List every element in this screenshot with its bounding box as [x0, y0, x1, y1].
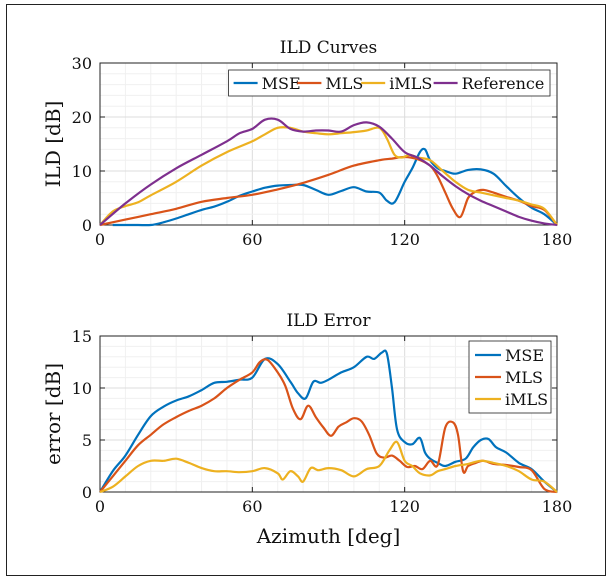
- y-tick-label: 10: [72, 162, 92, 181]
- legend-label-mls: MLS: [505, 368, 543, 387]
- x-tick-label: 60: [242, 230, 262, 249]
- x-tick-label: 60: [242, 497, 262, 516]
- axes-box: [99, 335, 558, 493]
- y-tick-label: 0: [82, 483, 92, 502]
- y-tick-label: 20: [72, 108, 92, 127]
- series-line-mls: [99, 155, 558, 227]
- axes-box: [99, 62, 558, 226]
- x-tick-labels: 0 60 120 180: [95, 63, 572, 249]
- y-tick-label: 5: [82, 431, 92, 450]
- legend-label-mse: MSE: [505, 346, 544, 365]
- x-tick-label: 0: [95, 497, 105, 516]
- y-tick-labels: 0 5 10 15: [72, 327, 557, 502]
- legend: MSE MLS iMLS Reference: [228, 69, 551, 97]
- y-axis-label: ILD [dB]: [41, 101, 65, 188]
- legend: MSE MLS iMLS: [468, 340, 552, 414]
- series-line-mse: [112, 147, 558, 227]
- legend-box: [228, 69, 551, 97]
- x-tick-label: 180: [542, 497, 573, 516]
- ild-error-panel: 0 60 120 180 0 5 10 15 ILD Error error [dB] Azimut…: [41, 311, 572, 548]
- series-lines: [99, 349, 558, 494]
- series-line-imls: [99, 126, 558, 226]
- series-line-mls: [99, 358, 558, 494]
- legend-label-mls: MLS: [325, 74, 363, 93]
- chart-title: ILD Error: [286, 311, 371, 331]
- legend-label-imls: iMLS: [389, 74, 432, 93]
- x-tick-label: 180: [542, 230, 573, 249]
- x-tick-label: 120: [389, 497, 420, 516]
- series-lines: [99, 117, 558, 227]
- legend-label-mse: MSE: [262, 74, 301, 93]
- series-line-reference: [99, 117, 558, 227]
- chart-title: ILD Curves: [280, 38, 378, 58]
- x-tick-label: 120: [389, 230, 420, 249]
- y-tick-label: 15: [72, 327, 92, 346]
- y-tick-label: 10: [72, 379, 92, 398]
- y-axis-label: error [dB]: [41, 363, 65, 465]
- legend-label-reference: Reference: [462, 74, 545, 93]
- ild-curves-panel: 0 60 120 180 0 10 20 30 ILD Curves ILD [dB] MSE MLS…: [41, 38, 572, 249]
- series-line-mse: [99, 349, 558, 493]
- y-tick-label: 30: [72, 54, 92, 73]
- legend-label-imls: iMLS: [505, 390, 548, 409]
- x-tick-labels: 0 60 120 180: [95, 336, 572, 516]
- y-tick-labels: 0 10 20 30: [72, 54, 557, 235]
- x-tick-label: 0: [95, 230, 105, 249]
- x-axis-label: Azimuth [deg]: [256, 524, 401, 548]
- y-tick-label: 0: [82, 216, 92, 235]
- series-line-imls: [99, 440, 558, 494]
